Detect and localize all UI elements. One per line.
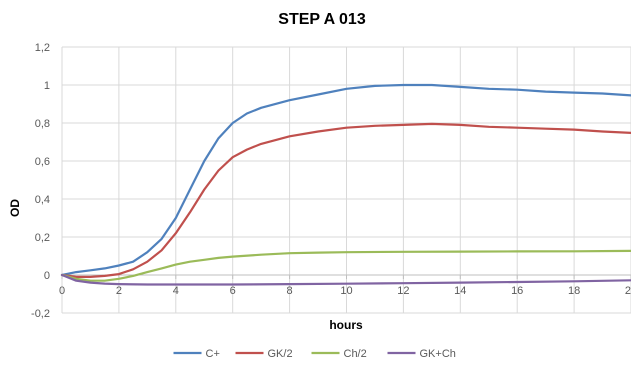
x-tick-label: 14 bbox=[454, 285, 466, 297]
x-tick-label: 8 bbox=[287, 285, 293, 297]
legend-item: GK/2 bbox=[235, 348, 293, 360]
y-axis-title: OD bbox=[8, 199, 22, 217]
y-tick-label: 0,8 bbox=[35, 118, 50, 130]
legend-label: GK+Ch bbox=[420, 348, 456, 360]
x-tick-label: 6 bbox=[230, 285, 236, 297]
series-line-c- bbox=[60, 83, 631, 277]
series-line-gk-2 bbox=[60, 122, 631, 278]
axes: -0,2 0 0,2 0,4 0,6 0,8 1 1,2 0 2 4 6 8 10 12 14 16 18 20 bbox=[31, 42, 631, 320]
legend-label: Ch/2 bbox=[344, 348, 367, 360]
x-tick-label: 18 bbox=[568, 285, 580, 297]
series-lines bbox=[60, 83, 631, 286]
x-tick-label: 2 bbox=[116, 285, 122, 297]
x-tick-label: 0 bbox=[59, 285, 65, 297]
x-tick-label: 12 bbox=[397, 285, 409, 297]
y-tick-label: 0 bbox=[44, 270, 50, 282]
legend-item: Ch/2 bbox=[311, 348, 367, 360]
y-tick-label: 1,2 bbox=[35, 42, 50, 54]
x-tick-label: 4 bbox=[173, 285, 179, 297]
legend: C+ GK/2 Ch/2 GK+Ch bbox=[173, 348, 456, 360]
y-tick-label: 0,6 bbox=[35, 156, 50, 168]
y-tick-label: -0,2 bbox=[31, 308, 50, 320]
x-axis-title: hours bbox=[329, 318, 363, 332]
x-tick-label: 16 bbox=[511, 285, 523, 297]
legend-item: GK+Ch bbox=[387, 348, 456, 360]
gridlines bbox=[61, 46, 631, 314]
y-tick-label: 0,4 bbox=[35, 194, 50, 206]
y-tick-label: 0,2 bbox=[35, 232, 50, 244]
y-tick-label: 1 bbox=[44, 80, 50, 92]
series-line-ch-2 bbox=[60, 249, 631, 282]
series-line-gk-ch bbox=[60, 273, 631, 286]
x-tick-label: 20 bbox=[625, 285, 631, 297]
legend-label: C+ bbox=[206, 348, 220, 360]
x-tick-label: 10 bbox=[340, 285, 352, 297]
legend-item: C+ bbox=[173, 348, 220, 360]
chart-title: STEP A 013 bbox=[278, 11, 366, 28]
legend-label: GK/2 bbox=[268, 348, 293, 360]
